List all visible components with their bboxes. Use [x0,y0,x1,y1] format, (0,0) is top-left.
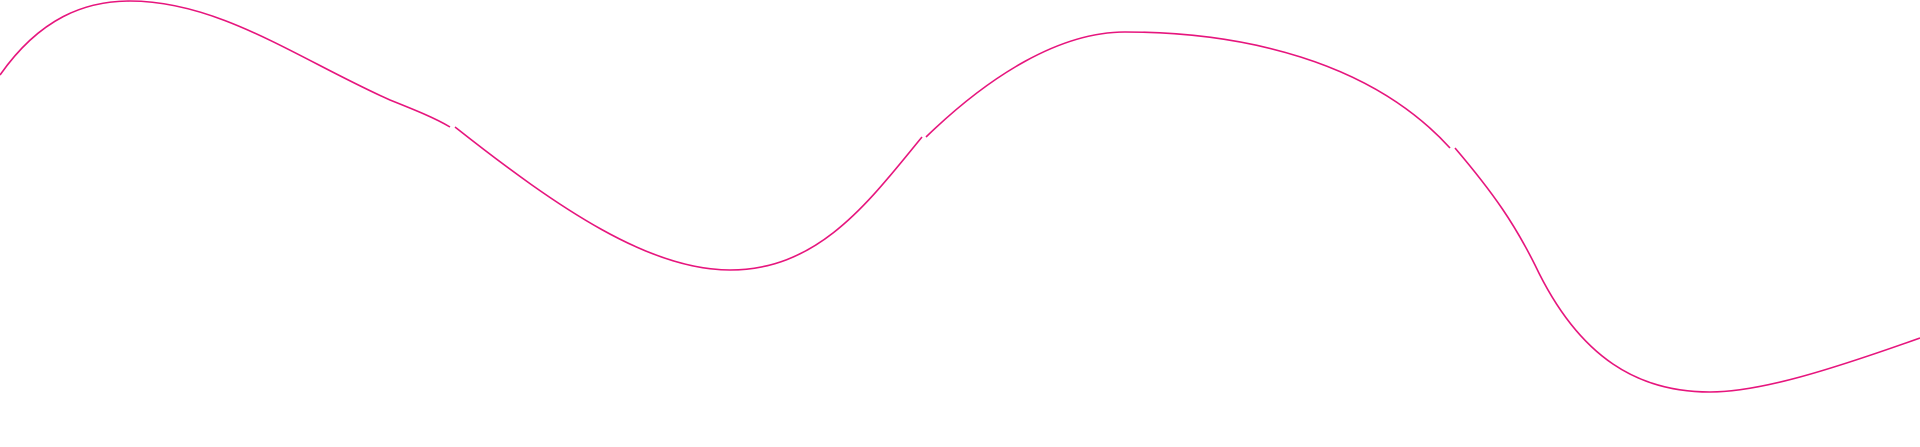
wave-segment-4 [1454,147,1920,393]
wave-segment-2 [454,126,923,271]
wave-segment-3 [925,31,1451,149]
wave-segment-1 [0,0,451,128]
